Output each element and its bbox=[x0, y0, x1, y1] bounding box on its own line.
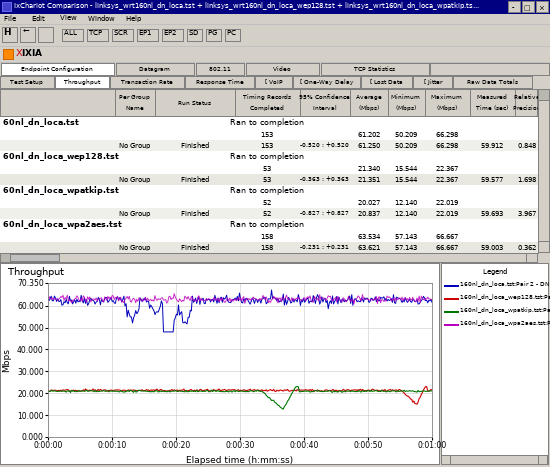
X-axis label: Elapsed time (h:mm:ss): Elapsed time (h:mm:ss) bbox=[186, 456, 294, 465]
Y-axis label: Mbps: Mbps bbox=[3, 348, 12, 372]
